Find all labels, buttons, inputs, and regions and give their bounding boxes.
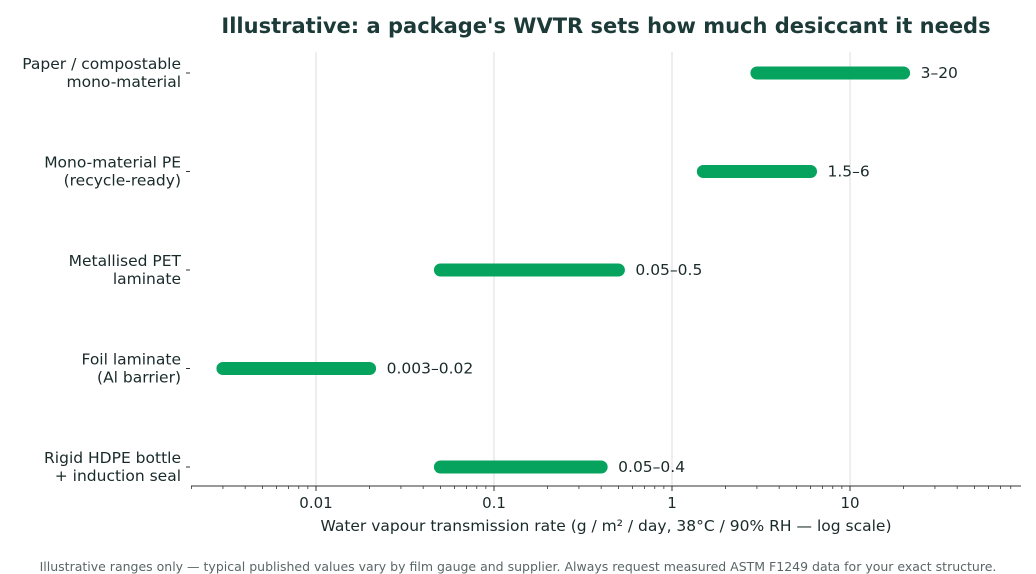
x-axis-label: Water vapour transmission rate (g / m² /… bbox=[320, 517, 891, 535]
footnote: Illustrative ranges only — typical publi… bbox=[40, 559, 997, 574]
range-label: 3–20 bbox=[921, 64, 958, 82]
category-label: Metallised PET laminate bbox=[69, 252, 182, 288]
x-tick-label: 0.1 bbox=[482, 494, 506, 512]
x-tick-label: 10 bbox=[840, 494, 859, 512]
range-label: 0.05–0.4 bbox=[618, 458, 685, 476]
category-label: Rigid HDPE bottle + induction seal bbox=[44, 449, 181, 485]
category-label: Mono-material PE (recycle-ready) bbox=[44, 154, 181, 190]
range-label: 0.003–0.02 bbox=[387, 360, 474, 378]
range-bars: 3–20 1.5–6 0.05–0.5 0.003–0.02 0.05–0.4 bbox=[216, 64, 958, 476]
x-axis: 0.01 0.1 1 10 bbox=[191, 485, 1021, 512]
grid-lines bbox=[315, 52, 851, 486]
range-label: 0.05–0.5 bbox=[635, 261, 702, 279]
x-tick-label: 0.01 bbox=[299, 494, 332, 512]
category-labels: Paper / compostable mono-material Mono-mat… bbox=[22, 55, 190, 485]
category-label: Foil laminate (Al barrier) bbox=[81, 351, 181, 387]
chart-title: Illustrative: a package's WVTR sets how … bbox=[221, 14, 990, 38]
range-label: 1.5–6 bbox=[828, 163, 870, 181]
category-label: Paper / compostable mono-material bbox=[22, 55, 181, 91]
x-tick-label: 1 bbox=[667, 494, 677, 512]
